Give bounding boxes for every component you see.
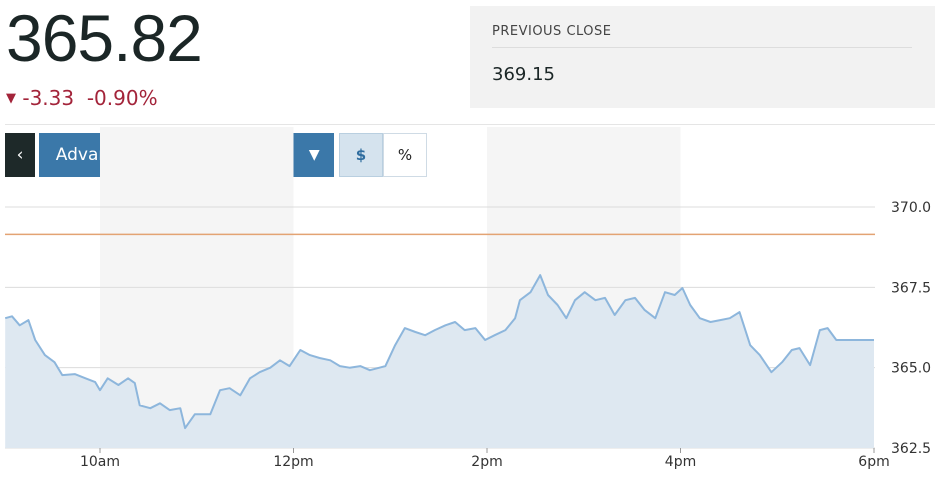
down-arrow: ▼ xyxy=(6,91,16,106)
change-row: ▼ -3.33 -0.90% xyxy=(6,86,158,110)
dollar-toggle[interactable]: $ xyxy=(339,133,383,177)
change: -3.33 xyxy=(22,86,75,110)
previous-close-panel: PREVIOUS CLOSE 369.15 xyxy=(470,6,935,108)
x-tick-label: 4pm xyxy=(665,454,696,470)
back-button[interactable]: ‹ xyxy=(5,133,35,177)
previous-close-label: PREVIOUS CLOSE xyxy=(492,24,612,39)
y-tick-label: 370.0 xyxy=(891,200,931,216)
dropdown-arrow: ▼ xyxy=(308,147,320,163)
y-tick-label: 365.0 xyxy=(891,361,931,377)
divider xyxy=(492,47,912,48)
change-percent: -0.90% xyxy=(86,86,158,110)
y-tick-label: 367.5 xyxy=(891,280,931,296)
x-tick-label: 6pm xyxy=(858,454,889,470)
y-tick-label: 362.5 xyxy=(891,441,931,457)
x-tick-label: 2pm xyxy=(471,454,502,470)
x-tick-label: 12pm xyxy=(273,454,313,470)
x-tick-label: 10am xyxy=(80,454,120,470)
previous-close-value: 369.15 xyxy=(492,64,555,85)
area xyxy=(5,275,875,448)
percent-toggle[interactable]: % xyxy=(383,133,427,177)
price: 365.82 xyxy=(6,1,203,75)
price-line xyxy=(4,274,874,430)
divider xyxy=(5,124,935,125)
